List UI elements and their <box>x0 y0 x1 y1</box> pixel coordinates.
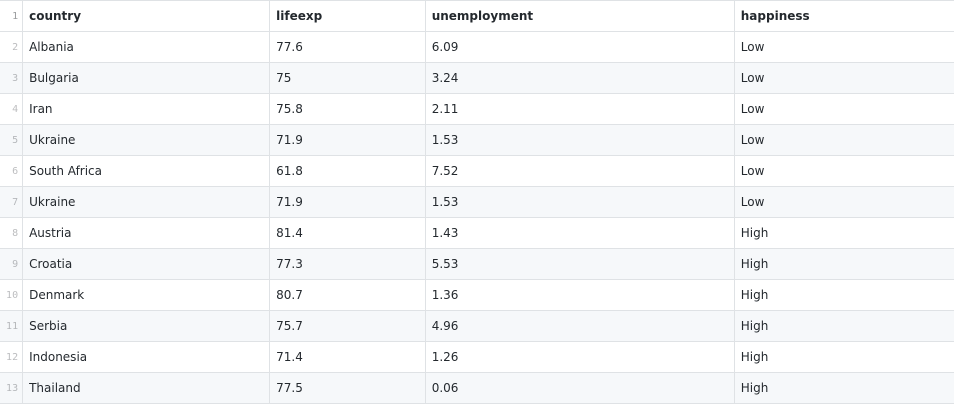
cell-country: Iran <box>22 93 271 125</box>
cell-happiness: Low <box>733 31 954 63</box>
cell-unemployment: 5.53 <box>424 248 735 280</box>
cell-unemployment: 4.96 <box>424 310 735 342</box>
line-number: 11 <box>0 310 24 342</box>
cell-lifeexp: 80.7 <box>269 279 426 311</box>
line-number: 2 <box>0 31 24 63</box>
table-row: 13 Thailand 77.5 0.06 High <box>0 372 954 404</box>
table-row: 11 Serbia 75.7 4.96 High <box>0 310 954 342</box>
table-row: 4 Iran 75.8 2.11 Low <box>0 93 954 125</box>
table-row: 3 Bulgaria 75 3.24 Low <box>0 62 954 94</box>
cell-country: Albania <box>22 31 271 63</box>
line-number: 10 <box>0 279 24 311</box>
cell-country: South Africa <box>22 155 271 187</box>
cell-unemployment: 1.26 <box>424 341 735 373</box>
column-header-lifeexp: lifeexp <box>269 0 426 32</box>
cell-happiness: Low <box>733 186 954 218</box>
table-row: 7 Ukraine 71.9 1.53 Low <box>0 186 954 218</box>
cell-country: Croatia <box>22 248 271 280</box>
line-number: 3 <box>0 62 24 94</box>
cell-country: Indonesia <box>22 341 271 373</box>
cell-lifeexp: 75.7 <box>269 310 426 342</box>
cell-happiness: Low <box>733 62 954 94</box>
line-number: 5 <box>0 124 24 156</box>
line-number: 7 <box>0 186 24 218</box>
cell-lifeexp: 61.8 <box>269 155 426 187</box>
cell-lifeexp: 77.3 <box>269 248 426 280</box>
cell-unemployment: 2.11 <box>424 93 735 125</box>
line-number: 13 <box>0 372 24 404</box>
table-body: 2 Albania 77.6 6.09 Low 3 Bulgaria 75 3.24 Low 4 Ir… <box>0 31 954 404</box>
cell-unemployment: 3.24 <box>424 62 735 94</box>
cell-country: Austria <box>22 217 271 249</box>
cell-lifeexp: 71.9 <box>269 124 426 156</box>
column-header-country: country <box>22 0 271 32</box>
cell-lifeexp: 77.6 <box>269 31 426 63</box>
column-header-happiness: happiness <box>733 0 954 32</box>
cell-unemployment: 1.43 <box>424 217 735 249</box>
cell-lifeexp: 75.8 <box>269 93 426 125</box>
table-header-row: 1 country lifeexp unemployment happiness <box>0 0 954 32</box>
cell-country: Serbia <box>22 310 271 342</box>
cell-lifeexp: 71.4 <box>269 341 426 373</box>
cell-happiness: High <box>733 248 954 280</box>
cell-unemployment: 7.52 <box>424 155 735 187</box>
cell-unemployment: 0.06 <box>424 372 735 404</box>
cell-lifeexp: 77.5 <box>269 372 426 404</box>
cell-unemployment: 1.36 <box>424 279 735 311</box>
table-row: 12 Indonesia 71.4 1.26 High <box>0 341 954 373</box>
cell-lifeexp: 81.4 <box>269 217 426 249</box>
cell-country: Ukraine <box>22 186 271 218</box>
cell-country: Bulgaria <box>22 62 271 94</box>
cell-country: Thailand <box>22 372 271 404</box>
cell-unemployment: 6.09 <box>424 31 735 63</box>
line-number: 8 <box>0 217 24 249</box>
line-number: 4 <box>0 93 24 125</box>
cell-lifeexp: 75 <box>269 62 426 94</box>
cell-happiness: Low <box>733 155 954 187</box>
table-row: 8 Austria 81.4 1.43 High <box>0 217 954 249</box>
cell-happiness: Low <box>733 124 954 156</box>
cell-happiness: High <box>733 310 954 342</box>
cell-country: Denmark <box>22 279 271 311</box>
cell-happiness: High <box>733 341 954 373</box>
line-number: 9 <box>0 248 24 280</box>
cell-lifeexp: 71.9 <box>269 186 426 218</box>
line-number: 6 <box>0 155 24 187</box>
cell-unemployment: 1.53 <box>424 124 735 156</box>
cell-unemployment: 1.53 <box>424 186 735 218</box>
column-header-unemployment: unemployment <box>424 0 735 32</box>
table-row: 10 Denmark 80.7 1.36 High <box>0 279 954 311</box>
cell-happiness: High <box>733 217 954 249</box>
line-number: 12 <box>0 341 24 373</box>
table-row: 5 Ukraine 71.9 1.53 Low <box>0 124 954 156</box>
table-row: 6 South Africa 61.8 7.52 Low <box>0 155 954 187</box>
table-row: 9 Croatia 77.3 5.53 High <box>0 248 954 280</box>
cell-happiness: High <box>733 279 954 311</box>
table-row: 2 Albania 77.6 6.09 Low <box>0 31 954 63</box>
cell-happiness: High <box>733 372 954 404</box>
cell-country: Ukraine <box>22 124 271 156</box>
cell-happiness: Low <box>733 93 954 125</box>
line-number: 1 <box>0 0 24 32</box>
